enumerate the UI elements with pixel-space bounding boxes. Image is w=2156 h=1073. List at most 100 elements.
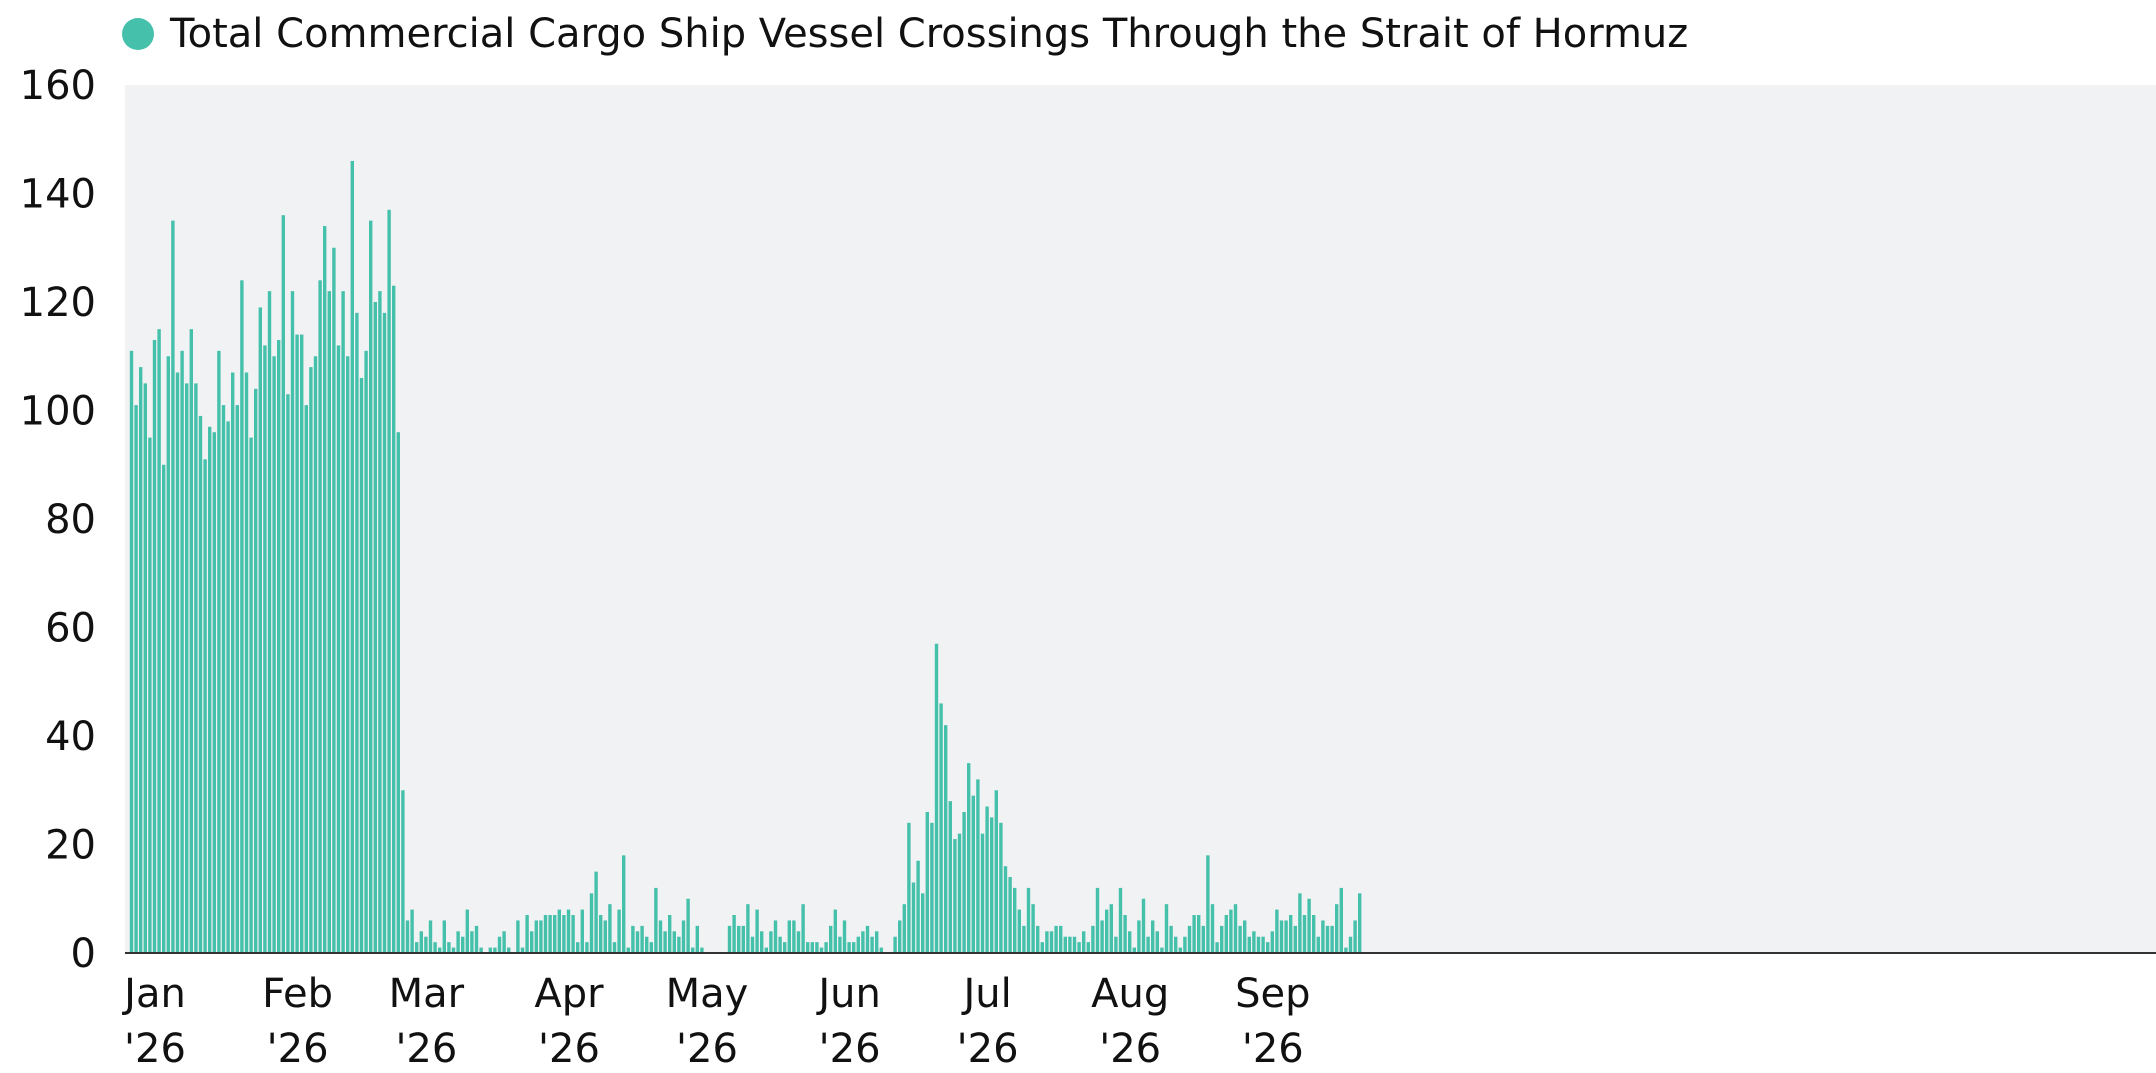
bar (557, 909, 561, 953)
bar (346, 356, 350, 953)
legend-label: Total Commercial Cargo Ship Vessel Cross… (170, 11, 1689, 57)
bar (999, 822, 1003, 953)
x-tick-year-label: '26 (819, 1026, 881, 1072)
bar (695, 925, 699, 954)
bar (309, 367, 313, 954)
bar (815, 942, 819, 953)
bar (562, 915, 566, 953)
bar (1091, 925, 1095, 954)
bar (1229, 909, 1233, 953)
bar (810, 942, 814, 953)
bar (934, 643, 939, 953)
bar (599, 915, 603, 953)
bar (1243, 920, 1247, 953)
bar (217, 350, 221, 954)
bar (461, 936, 465, 953)
bar (488, 947, 492, 953)
bar (589, 893, 594, 953)
bar (962, 811, 966, 953)
bar (396, 432, 400, 953)
bar (148, 437, 152, 954)
bar (585, 942, 589, 953)
bar (916, 860, 920, 953)
bar (369, 220, 373, 954)
bar (548, 915, 552, 953)
bar (189, 329, 193, 954)
bar (1118, 887, 1123, 953)
bar (1353, 920, 1357, 953)
y-tick-label: 80 (45, 497, 96, 543)
bar (203, 459, 207, 953)
bar (681, 920, 686, 953)
bar (364, 350, 368, 954)
bar (1086, 942, 1090, 953)
bar (953, 839, 957, 953)
bar (323, 226, 327, 954)
bar (520, 947, 525, 953)
bar (1169, 925, 1173, 954)
bar (272, 356, 276, 953)
bar (1344, 947, 1348, 953)
bar (277, 339, 281, 954)
bar (1220, 925, 1224, 954)
bar (530, 931, 534, 953)
bar (686, 898, 690, 953)
bar (1013, 887, 1017, 953)
legend-swatch-icon (122, 18, 154, 50)
bar (378, 291, 382, 953)
bar (566, 909, 571, 953)
bar (842, 920, 847, 953)
bar (185, 383, 189, 954)
bar (700, 947, 704, 953)
bar (534, 920, 538, 953)
bar (608, 904, 612, 953)
bar (764, 947, 768, 953)
bar (152, 339, 157, 954)
x-tick-year-label: '26 (267, 1026, 329, 1072)
bar (497, 936, 502, 953)
bar (1132, 947, 1136, 953)
bar (134, 405, 138, 954)
bar (1026, 887, 1031, 953)
bar (580, 909, 584, 953)
bar (967, 763, 971, 954)
bar (645, 936, 649, 953)
bar (1178, 947, 1182, 953)
bar (553, 915, 557, 953)
bar (1224, 915, 1228, 953)
bar (1063, 936, 1067, 953)
y-tick-label: 60 (45, 606, 96, 652)
x-tick-month-label: Jan (121, 971, 186, 1017)
bar (750, 936, 755, 953)
bar (1160, 947, 1164, 953)
bar (755, 909, 759, 953)
bar (341, 291, 345, 953)
bar (1307, 898, 1311, 953)
bar (576, 942, 580, 953)
bar (783, 942, 787, 953)
bar (1293, 925, 1297, 954)
x-tick-month-label: Jul (960, 971, 1011, 1017)
bar (796, 931, 801, 953)
x-tick-month-label: Apr (534, 971, 604, 1017)
bar (442, 920, 446, 953)
bar (447, 942, 451, 953)
bar (355, 312, 359, 954)
bar (985, 806, 989, 953)
bar (1298, 893, 1302, 953)
bar (419, 931, 423, 953)
bar (157, 329, 161, 954)
bar (1068, 936, 1072, 953)
x-axis-ticks: Jan '26 Feb '26 Mar '26 Apr '26 May '26 Jun '26 Jul '… (121, 971, 1310, 1072)
x-tick-month-label: Sep (1235, 971, 1310, 1017)
x-tick-year-label: '26 (957, 1026, 1019, 1072)
bar (543, 915, 548, 953)
bar (1123, 915, 1127, 953)
bar (1284, 920, 1288, 953)
plot-area (125, 85, 2156, 953)
bar (1095, 887, 1100, 953)
bar (208, 426, 212, 953)
bar (1210, 904, 1215, 953)
bar (976, 779, 980, 953)
bar (162, 464, 166, 953)
